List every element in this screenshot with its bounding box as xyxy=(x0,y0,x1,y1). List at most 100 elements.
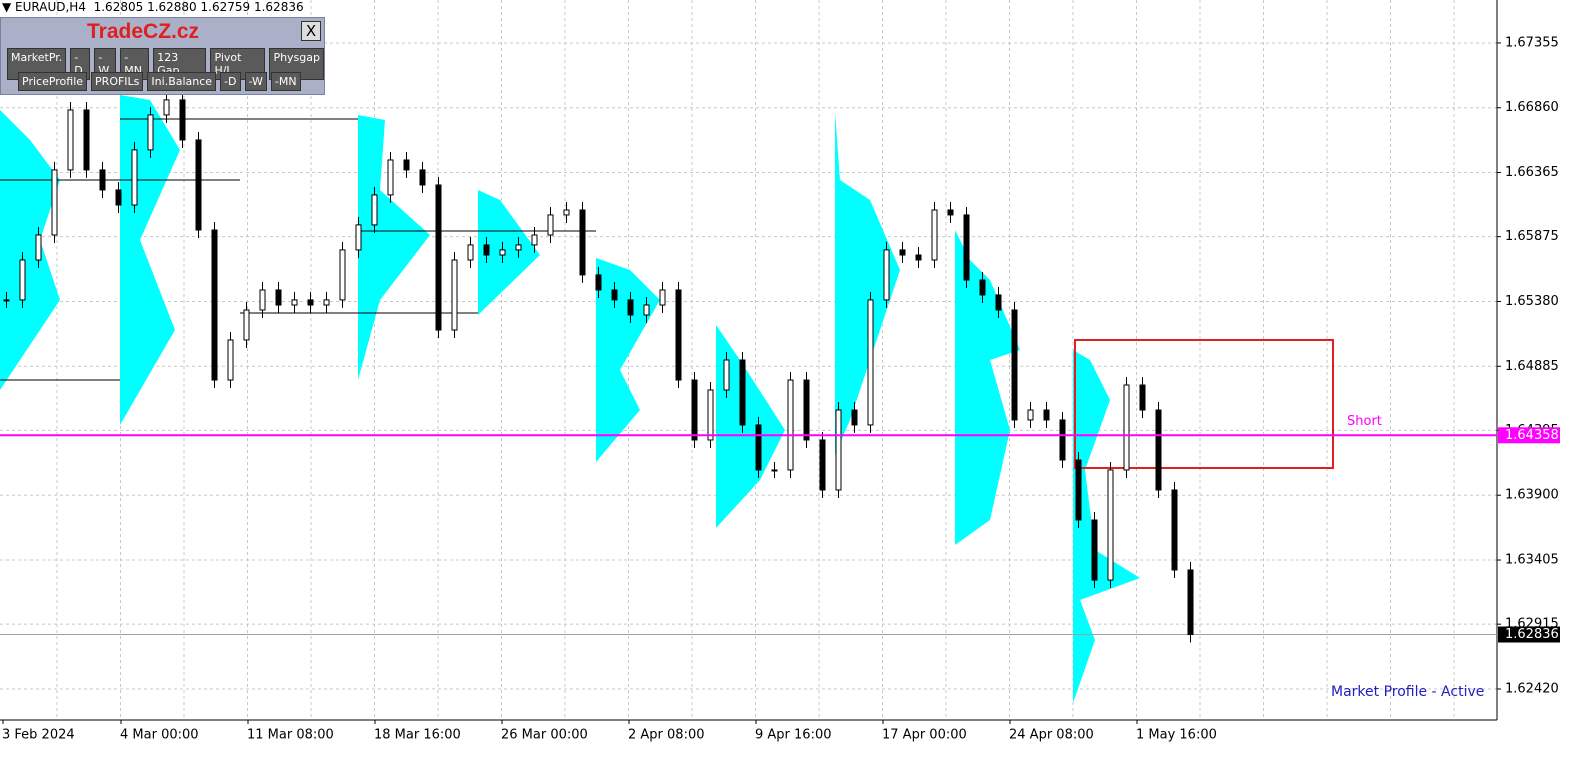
x-tick-label: 18 Mar 16:00 xyxy=(374,728,461,743)
candle xyxy=(419,169,426,186)
candle xyxy=(947,209,954,216)
y-tick-label: 1.66365 xyxy=(1505,165,1559,180)
x-tick-label: 11 Mar 08:00 xyxy=(247,728,334,743)
x-tick-label: 9 Apr 16:00 xyxy=(755,728,832,743)
grid xyxy=(0,0,1497,720)
candle xyxy=(611,289,618,301)
candle xyxy=(771,469,778,472)
candle xyxy=(1075,459,1082,521)
candle xyxy=(243,309,250,341)
price-box xyxy=(1498,427,1560,444)
profile xyxy=(835,112,900,455)
candle xyxy=(899,249,906,256)
panel-button[interactable]: -D xyxy=(220,72,241,91)
candle xyxy=(227,339,234,381)
candle xyxy=(163,99,170,116)
candle xyxy=(1059,419,1066,461)
open: 1.62805 xyxy=(93,0,144,14)
candle xyxy=(499,249,506,256)
candle xyxy=(563,209,570,216)
panel-title: TradeCZ.cz xyxy=(87,20,200,43)
panel-button[interactable]: PROFILs xyxy=(91,72,144,91)
candle xyxy=(547,214,554,236)
short-price-label: 1.64358 xyxy=(1505,428,1559,443)
symbol: EURAUD,H4 xyxy=(15,0,86,14)
y-tick-label: 1.65380 xyxy=(1505,294,1559,309)
candle xyxy=(275,289,282,306)
button-row: PriceProfile PROFILs Ini.Balance -D -W -MN xyxy=(18,72,301,91)
status-text: Market Profile - Active xyxy=(1331,684,1485,700)
market-profiles xyxy=(0,95,1140,703)
panel-button[interactable]: PriceProfile xyxy=(18,72,88,91)
candle xyxy=(371,194,378,226)
candle xyxy=(1107,469,1114,581)
candle xyxy=(3,299,10,302)
candle xyxy=(803,379,810,441)
candle xyxy=(147,114,154,151)
candle xyxy=(323,299,330,306)
candle xyxy=(867,299,874,426)
candle xyxy=(915,254,922,261)
y-tick-label: 1.67355 xyxy=(1505,35,1559,50)
x-tick-label: 17 Apr 00:00 xyxy=(882,728,967,743)
candle xyxy=(691,379,698,441)
candle xyxy=(1187,569,1194,636)
candle xyxy=(1043,409,1050,421)
profile xyxy=(1073,350,1140,703)
candle xyxy=(115,189,122,206)
candle xyxy=(819,439,826,491)
x-tick-label: 3 Feb 2024 xyxy=(2,728,75,743)
profile xyxy=(0,110,60,390)
candle xyxy=(595,274,602,291)
y-tick-label: 1.63900 xyxy=(1505,488,1559,503)
candle xyxy=(707,389,714,441)
candle xyxy=(1139,384,1146,411)
candle xyxy=(851,409,858,426)
x-tick-label: 1 May 16:00 xyxy=(1136,728,1217,743)
panel-button[interactable]: Ini.Balance xyxy=(147,72,217,91)
close-button[interactable]: X xyxy=(301,21,321,41)
candle xyxy=(387,159,394,196)
candle xyxy=(211,229,218,381)
profile xyxy=(358,115,430,380)
candle xyxy=(307,299,314,306)
profile xyxy=(478,190,540,315)
candle xyxy=(483,244,490,256)
y-tick-label: 1.65875 xyxy=(1505,229,1559,244)
profile xyxy=(716,325,785,528)
y-tick-label: 1.62420 xyxy=(1505,681,1559,696)
y-tick-label: 1.66860 xyxy=(1505,100,1559,115)
candle xyxy=(883,249,890,301)
price-box xyxy=(1498,626,1560,643)
x-tick-label: 2 Apr 08:00 xyxy=(628,728,705,743)
candle xyxy=(451,259,458,331)
candle xyxy=(19,259,26,301)
profile xyxy=(955,230,1020,545)
candle xyxy=(83,109,90,171)
candle xyxy=(259,289,266,311)
candle xyxy=(179,99,186,141)
candle xyxy=(659,289,666,306)
candle xyxy=(1171,489,1178,571)
panel-button[interactable]: -W xyxy=(244,72,267,91)
high: 1.62880 xyxy=(147,0,197,14)
candle xyxy=(131,149,138,206)
candle xyxy=(627,299,634,316)
tool-panel: TradeCZ.cz X MarketPr. -D -W -MN 123 Gap Pivo… xyxy=(0,17,325,95)
candle xyxy=(1123,384,1130,471)
y-tick-label: 1.64885 xyxy=(1505,359,1559,374)
candle xyxy=(755,424,762,471)
candle xyxy=(67,109,74,171)
candle xyxy=(35,234,42,261)
candle xyxy=(995,294,1002,311)
short-zone xyxy=(1074,339,1334,469)
candle xyxy=(51,169,58,236)
short-label: Short xyxy=(1347,414,1382,429)
panel-button[interactable]: -MN xyxy=(270,72,301,91)
candle xyxy=(723,359,730,391)
candle xyxy=(835,409,842,491)
candle xyxy=(195,139,202,231)
candle xyxy=(643,304,650,316)
candle xyxy=(787,379,794,471)
